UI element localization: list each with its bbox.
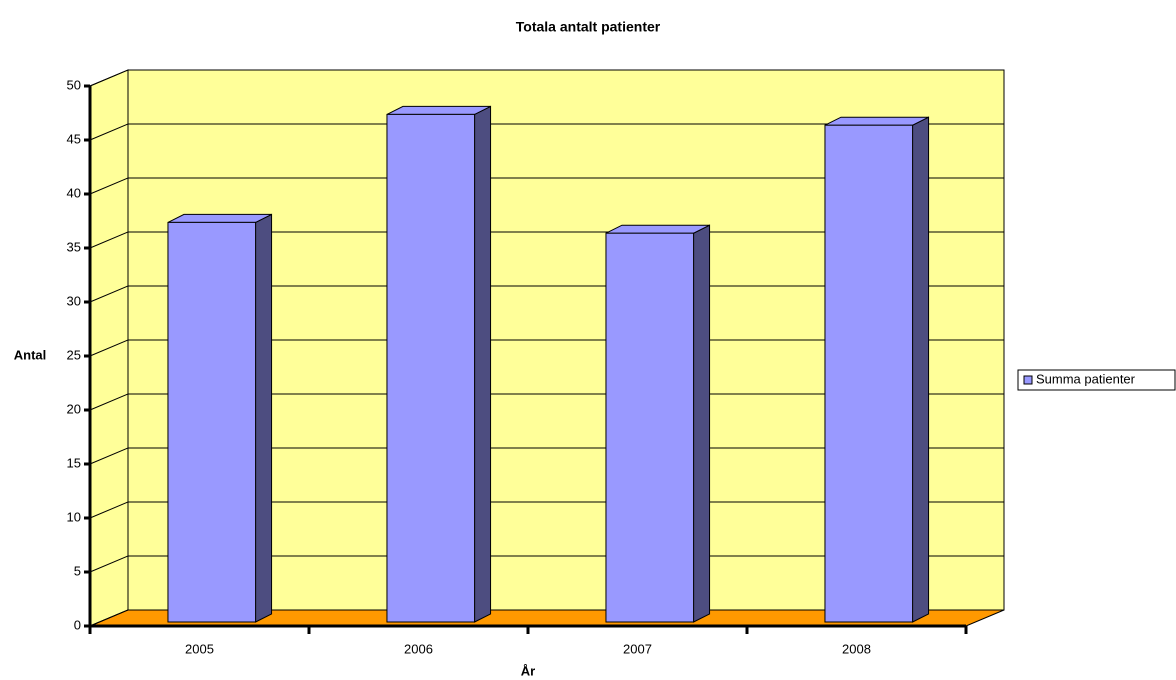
legend-box	[1017, 369, 1176, 391]
bar	[386, 113, 476, 623]
y-tick-label: 10	[67, 509, 81, 524]
x-tick-label: 2006	[404, 641, 433, 656]
y-tick-label: 40	[67, 185, 81, 200]
bar	[824, 124, 914, 623]
grid-line	[89, 501, 1004, 519]
bar-side	[912, 116, 930, 623]
y-tick-label: 15	[67, 455, 81, 470]
bar-side	[255, 213, 273, 623]
x-tick-label: 2008	[842, 641, 871, 656]
bar-top	[605, 224, 710, 234]
bar-side	[693, 224, 711, 623]
legend-swatch	[1023, 375, 1033, 385]
grid-line	[89, 123, 1004, 141]
bar-top	[824, 116, 929, 126]
bar-top	[386, 105, 491, 115]
y-tick-label: 45	[67, 131, 81, 146]
grid-line	[89, 285, 1004, 303]
grid-line	[89, 231, 1004, 249]
x-axis-title: År	[521, 663, 535, 678]
grid-line	[89, 69, 1004, 87]
bar-top	[167, 213, 272, 223]
y-tick-label: 25	[67, 347, 81, 362]
y-tick-label: 30	[67, 293, 81, 308]
grid-line	[89, 447, 1004, 465]
grid-line	[89, 339, 1004, 357]
y-tick-label: 0	[74, 617, 81, 632]
bar	[605, 232, 695, 623]
chart-title: Totala antalt patienter	[516, 19, 661, 35]
grid-line	[89, 177, 1004, 195]
y-axis-title: Antal	[14, 347, 47, 362]
y-tick-label: 35	[67, 239, 81, 254]
bar	[167, 221, 257, 623]
legend-label: Summa patienter	[1036, 371, 1136, 386]
y-tick-label: 20	[67, 401, 81, 416]
grid-line	[89, 393, 1004, 411]
x-tick-label: 2005	[185, 641, 214, 656]
y-tick-label: 50	[67, 77, 81, 92]
bar-side	[474, 105, 492, 623]
grid-line	[89, 555, 1004, 573]
y-tick-label: 5	[74, 563, 81, 578]
x-tick-label: 2007	[623, 641, 652, 656]
grid-line	[89, 609, 1004, 627]
